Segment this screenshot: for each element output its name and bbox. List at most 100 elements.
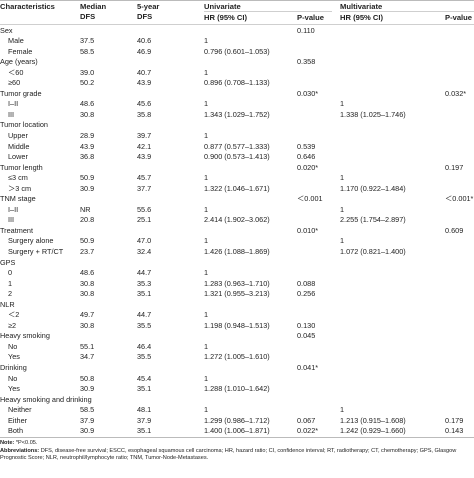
cell-median-dfs: 50.9: [80, 173, 95, 183]
cell-uni-hr: 0.900 (0.573–1.413): [204, 152, 270, 162]
row-label: TNM stage: [0, 194, 36, 204]
cell-uni-hr: 1: [204, 173, 209, 183]
table-row: ＞3 cm 30.9 37.7 1.322 (1.046–1.671) 1.170 (0…: [0, 183, 474, 194]
cell-5yr-dfs: 44.7: [137, 310, 152, 320]
cell-uni-p: ＜0.001: [297, 194, 323, 204]
table-row-category: Treatment 0.010* 0.609: [0, 225, 474, 236]
table-row-category: Tumor length 0.020* 0.197: [0, 162, 474, 173]
row-label: Male: [8, 36, 24, 46]
row-label: Surgery alone: [8, 236, 54, 246]
cell-uni-hr: 1.426 (1.088–1.869): [204, 246, 270, 256]
row-label: I–II: [8, 204, 19, 214]
cell-uni-p: 0.539: [297, 141, 316, 151]
cell-5yr-dfs: 48.1: [137, 405, 152, 415]
cell-uni-hr: 1.321 (0.955–3.213): [204, 289, 270, 299]
cell-uni-p: 0.256: [297, 289, 316, 299]
header-5yr-dfs-line1: 5-year: [137, 2, 160, 11]
header-multivariate: Multivariate: [340, 2, 383, 11]
table-row: I–II NR 55.6 1 1: [0, 204, 474, 215]
table-row: ≤3 cm 50.9 45.7 1 1: [0, 173, 474, 184]
cell-multi-hr: 1: [340, 173, 345, 183]
univariate-underline: [204, 11, 332, 12]
header-median-dfs-line2: DFS: [80, 12, 96, 21]
cell-5yr-dfs: 45.7: [137, 173, 152, 183]
cell-multi-hr: 1.242 (0.929–1.660): [340, 426, 406, 436]
table-row: No 55.1 46.4 1: [0, 341, 474, 352]
cell-5yr-dfs: 45.6: [137, 99, 152, 109]
cell-uni-hr: 1.400 (1.006–1.871): [204, 426, 270, 436]
cell-uni-p: 0.020*: [297, 162, 319, 172]
row-label: Either: [8, 415, 28, 425]
cell-5yr-dfs: 35.5: [137, 352, 152, 362]
cell-uni-p: 0.045: [297, 331, 316, 341]
row-label: 1: [8, 278, 13, 288]
cell-median-dfs: 30.8: [80, 109, 95, 119]
cell-5yr-dfs: 35.5: [137, 320, 152, 330]
table-row: 1 30.8 35.3 1.283 (0.963–1.710) 0.088: [0, 278, 474, 289]
cell-uni-p: 0.022*: [297, 426, 319, 436]
cell-5yr-dfs: 35.1: [137, 384, 152, 394]
cell-median-dfs: 50.9: [80, 236, 95, 246]
table-row: Surgery alone 50.9 47.0 1 1: [0, 236, 474, 247]
row-label: 2: [8, 289, 13, 299]
table-row-category: NLR: [0, 299, 474, 310]
cell-5yr-dfs: 46.9: [137, 46, 152, 56]
table-row: Female 58.5 46.9 0.796 (0.601–1.053): [0, 46, 474, 57]
table-bottom-rule: [0, 437, 474, 439]
table-row-category: Drinking 0.041*: [0, 363, 474, 374]
cell-uni-hr: 1: [204, 130, 209, 140]
row-label: 0: [8, 268, 13, 278]
table-row: Male 37.5 40.6 1: [0, 36, 474, 47]
cell-5yr-dfs: 40.7: [137, 67, 152, 77]
cell-uni-hr: 1: [204, 341, 209, 351]
row-label: III: [8, 215, 15, 225]
cell-multi-p: 0.609: [445, 225, 464, 235]
table-row-category: Age (years) 0.358: [0, 57, 474, 68]
cell-5yr-dfs: 43.9: [137, 152, 152, 162]
table-row: ≥2 30.8 35.5 1.198 (0.948–1.513) 0.130: [0, 320, 474, 331]
cell-median-dfs: 48.6: [80, 268, 95, 278]
cell-multi-hr: 2.255 (1.754–2.897): [340, 215, 406, 225]
table-row: III 30.8 35.8 1.343 (1.029–1.752) 1.338 (1.0…: [0, 109, 474, 120]
table-row: ＜60 39.0 40.7 1: [0, 67, 474, 78]
cell-uni-hr: 1: [204, 405, 209, 415]
row-label: ＜2: [8, 310, 20, 320]
row-label: GPS: [0, 257, 16, 267]
row-label: ＞3 cm: [8, 183, 32, 193]
table-row: Surgery + RT/CT 23.7 32.4 1.426 (1.088–1.86…: [0, 246, 474, 257]
table-row: Upper 28.9 39.7 1: [0, 130, 474, 141]
table-row-category: GPS: [0, 257, 474, 268]
cell-5yr-dfs: 45.4: [137, 373, 152, 383]
header-median-dfs-line1: Median: [80, 2, 107, 11]
cell-5yr-dfs: 55.6: [137, 204, 152, 214]
table-body: Sex 0.110 Male 37.5 40.6 1 Female 58.5 46.9 0.796…: [0, 25, 474, 436]
cell-uni-hr: 1: [204, 236, 209, 246]
table-row-category: Heavy smoking 0.045: [0, 331, 474, 342]
cell-multi-hr: 1: [340, 236, 345, 246]
cell-median-dfs: 48.6: [80, 99, 95, 109]
table-row: 2 30.8 35.1 1.321 (0.955–3.213) 0.256: [0, 289, 474, 300]
cell-uni-p: 0.130: [297, 320, 316, 330]
cell-median-dfs: 28.9: [80, 130, 95, 140]
cell-multi-hr: 1: [340, 99, 345, 109]
row-label: Treatment: [0, 225, 33, 235]
cell-uni-hr: 1: [204, 373, 209, 383]
row-label: Heavy smoking and drinking: [0, 394, 92, 404]
cell-median-dfs: 30.9: [80, 183, 95, 193]
cell-multi-hr: 1.338 (1.025–1.746): [340, 109, 406, 119]
cell-median-dfs: 37.5: [80, 36, 95, 46]
abbreviations-line: Abbreviations: DFS, disease-free surviva…: [0, 448, 474, 463]
table-top-rule: [0, 0, 474, 1]
cell-5yr-dfs: 44.7: [137, 268, 152, 278]
cell-multi-hr: 1.213 (0.915–1.608): [340, 415, 406, 425]
cell-median-dfs: 23.7: [80, 246, 95, 256]
cell-median-dfs: 37.9: [80, 415, 95, 425]
cell-median-dfs: 34.7: [80, 352, 95, 362]
table-row: Yes 30.9 35.1 1.288 (1.010–1.642): [0, 384, 474, 395]
row-label: Yes: [8, 352, 20, 362]
table-row-category: Heavy smoking and drinking: [0, 394, 474, 405]
abbreviations-text: DFS, disease-free survival; ESCC, esopha…: [0, 447, 457, 461]
cell-uni-hr: 1.272 (1.005–1.610): [204, 352, 270, 362]
table-notes: Note: *P<0.05. Abbreviations: DFS, disea…: [0, 438, 474, 462]
cell-uni-hr: 2.414 (1.902–3.062): [204, 215, 270, 225]
